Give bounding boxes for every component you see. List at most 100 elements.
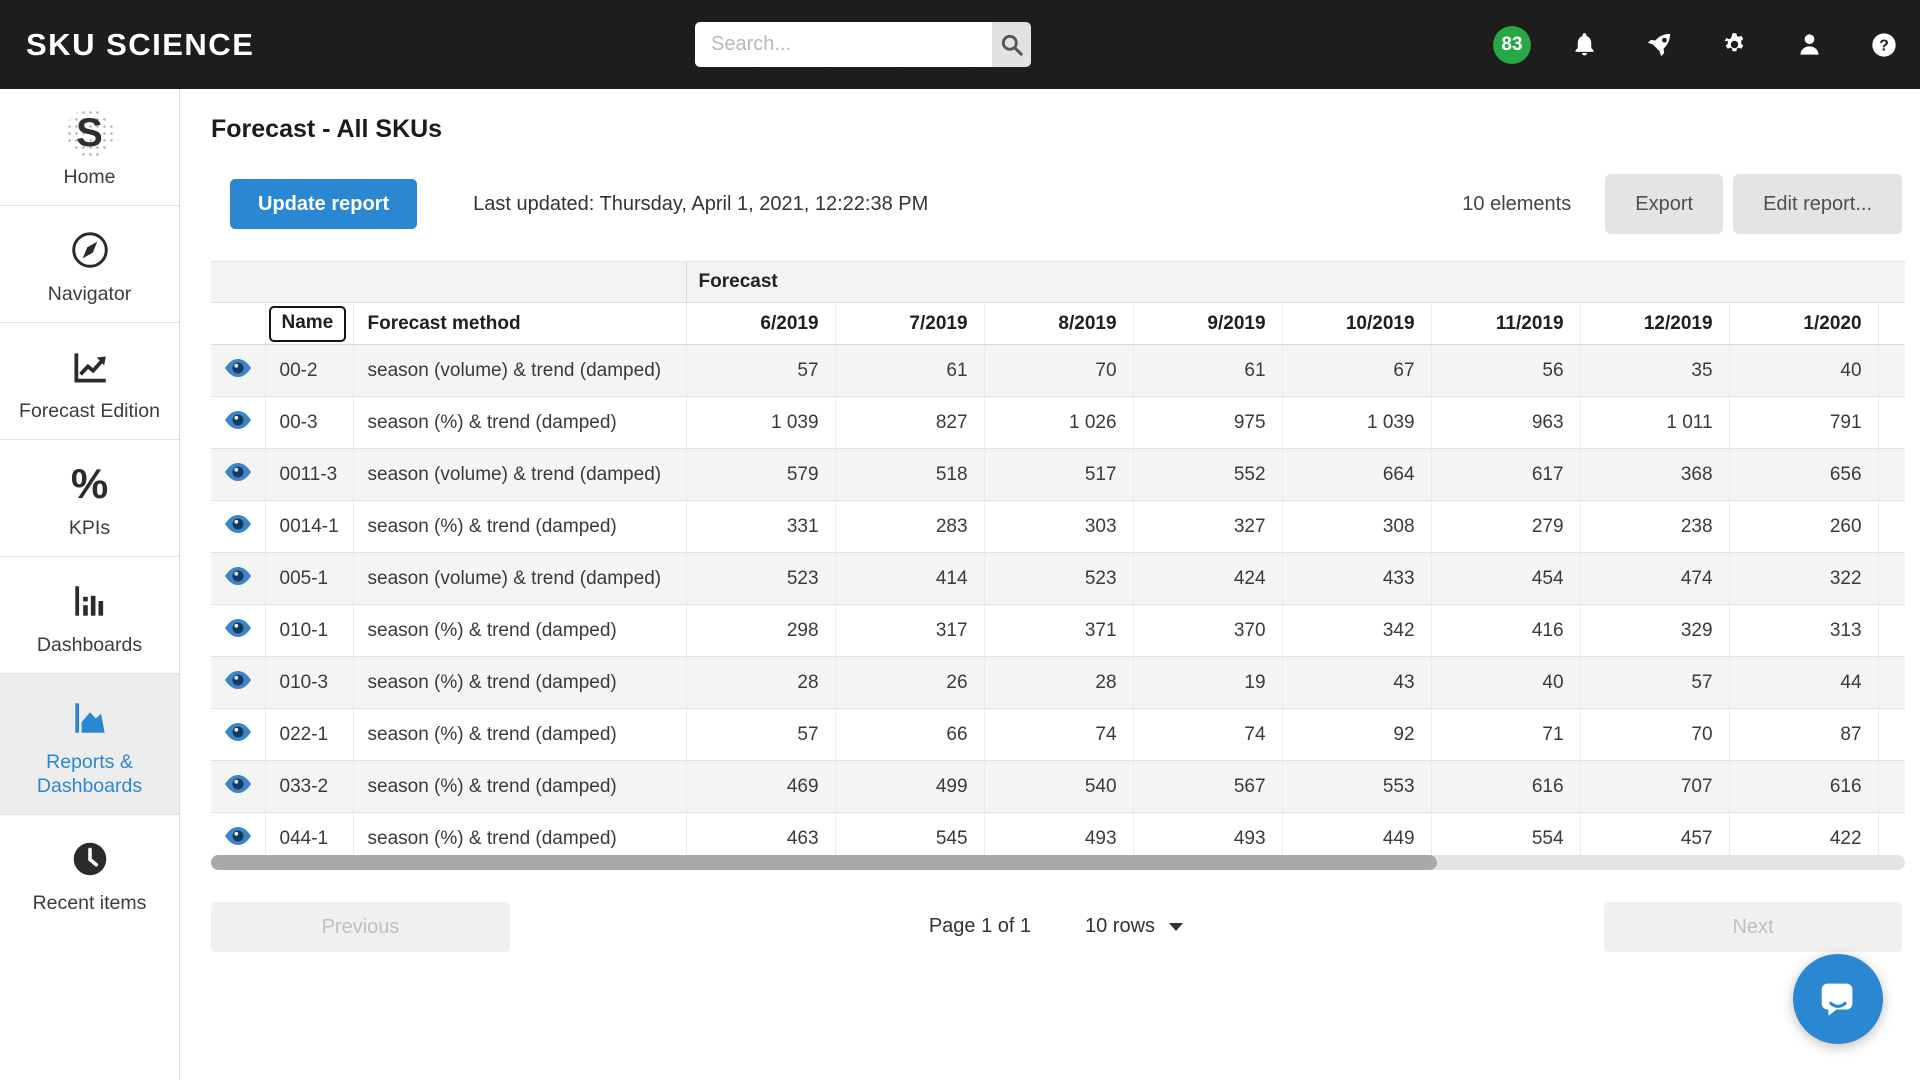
forecast-value-cell: 57	[686, 345, 835, 397]
main-content: Forecast - All SKUs Update report Last u…	[180, 89, 1920, 1080]
eye-icon	[225, 775, 251, 793]
sidebar-item-kpis[interactable]: % KPIs	[0, 440, 179, 557]
search-input[interactable]	[695, 22, 992, 67]
search-bar	[695, 22, 1031, 67]
pagination: Previous Page 1 of 1 10 rows Next	[180, 902, 1920, 954]
percent-icon: %	[71, 460, 108, 508]
edit-report-button[interactable]: Edit report...	[1733, 174, 1902, 234]
view-sku-button[interactable]	[211, 501, 265, 553]
forecast-value-cell: 61	[835, 345, 984, 397]
forecast-value-cell: 260	[1729, 501, 1878, 553]
export-button[interactable]: Export	[1605, 174, 1723, 234]
forecast-method-cell: season (%) & trend (damped)	[353, 397, 686, 449]
forecast-value-cell: 370	[1133, 605, 1282, 657]
sidebar-item-forecast-edition[interactable]: Forecast Edition	[0, 323, 179, 440]
sidebar-item-label: Forecast Edition	[4, 399, 175, 423]
partial-cell	[1878, 449, 1905, 501]
view-sku-button[interactable]	[211, 553, 265, 605]
navbar-icon-group: ?	[1569, 0, 1899, 89]
sidebar-item-home[interactable]: S Home	[0, 89, 179, 206]
view-sku-button[interactable]	[211, 761, 265, 813]
forecast-value-cell: 499	[835, 761, 984, 813]
page-info: Page 1 of 1	[900, 915, 1060, 938]
previous-page-button[interactable]: Previous	[211, 902, 510, 952]
forecast-value-cell: 474	[1580, 553, 1729, 605]
forecast-value-cell: 28	[984, 657, 1133, 709]
view-sku-button[interactable]	[211, 397, 265, 449]
partial-cell	[1878, 553, 1905, 605]
table-row: 010-1season (%) & trend (damped)29831737…	[211, 605, 1905, 657]
forecast-value-cell: 664	[1282, 449, 1431, 501]
sidebar-item-reports-dashboards[interactable]: Reports & Dashboards	[0, 674, 179, 815]
forecast-value-cell: 92	[1282, 709, 1431, 761]
user-icon	[1796, 31, 1823, 58]
forecast-value-cell: 71	[1431, 709, 1580, 761]
forecast-value-cell: 1 039	[686, 397, 835, 449]
view-sku-button[interactable]	[211, 605, 265, 657]
account-button[interactable]	[1794, 30, 1824, 60]
search-button[interactable]	[992, 22, 1031, 67]
name-column-header[interactable]: Name	[269, 306, 347, 342]
sku-name-cell: 010-3	[265, 657, 353, 709]
forecast-value-cell: 827	[835, 397, 984, 449]
brand-logo[interactable]: SKU SCIENCE	[26, 0, 254, 89]
partial-cell	[1878, 605, 1905, 657]
table-row: 0011-3season (volume) & trend (damped)57…	[211, 449, 1905, 501]
rows-per-page-select[interactable]: 10 rows	[1085, 915, 1183, 938]
month-column-header: 6/2019	[686, 303, 835, 345]
sidebar-item-label: Navigator	[4, 282, 175, 306]
sidebar-item-navigator[interactable]: Navigator	[0, 206, 179, 323]
notifications-button[interactable]	[1569, 30, 1599, 60]
forecast-value-cell: 313	[1729, 605, 1878, 657]
whats-new-button[interactable]	[1644, 30, 1674, 60]
forecast-value-cell: 540	[984, 761, 1133, 813]
forecast-value-cell: 567	[1133, 761, 1282, 813]
sidebar-item-dashboards[interactable]: Dashboards	[0, 557, 179, 674]
view-sku-button[interactable]	[211, 657, 265, 709]
forecast-value-cell: 66	[835, 709, 984, 761]
forecast-value-cell: 331	[686, 501, 835, 553]
help-button[interactable]: ?	[1869, 30, 1899, 60]
forecast-value-cell: 28	[686, 657, 835, 709]
top-navbar: SKU SCIENCE 83	[0, 0, 1920, 89]
forecast-value-cell: 57	[1580, 657, 1729, 709]
table-header-row: Name Forecast method 6/20197/20198/20199…	[211, 303, 1905, 345]
sidebar-item-label: Dashboards	[4, 633, 175, 657]
forecast-value-cell: 19	[1133, 657, 1282, 709]
forecast-value-cell: 707	[1580, 761, 1729, 813]
chat-launcher-button[interactable]	[1793, 954, 1883, 1044]
bell-icon	[1571, 31, 1598, 58]
forecast-value-cell: 433	[1282, 553, 1431, 605]
forecast-value-cell: 579	[686, 449, 835, 501]
horizontal-scrollbar	[211, 855, 1905, 870]
notification-count-badge[interactable]: 83	[1493, 26, 1531, 64]
eye-icon	[225, 359, 251, 377]
forecast-value-cell: 342	[1282, 605, 1431, 657]
forecast-value-cell: 67	[1282, 345, 1431, 397]
next-page-button[interactable]: Next	[1604, 902, 1902, 952]
method-column-header: Forecast method	[353, 303, 686, 345]
settings-button[interactable]	[1719, 30, 1749, 60]
update-report-button[interactable]: Update report	[230, 179, 417, 229]
sidebar-item-recent-items[interactable]: Recent items	[0, 815, 179, 931]
forecast-value-cell: 74	[1133, 709, 1282, 761]
sku-name-cell: 033-2	[265, 761, 353, 813]
svg-text:?: ?	[1879, 37, 1889, 54]
forecast-value-cell: 454	[1431, 553, 1580, 605]
sku-name-cell: 0014-1	[265, 501, 353, 553]
forecast-method-cell: season (volume) & trend (damped)	[353, 449, 686, 501]
forecast-method-cell: season (%) & trend (damped)	[353, 605, 686, 657]
partial-cell	[1878, 761, 1905, 813]
forecast-value-cell: 26	[835, 657, 984, 709]
view-sku-button[interactable]	[211, 449, 265, 501]
sku-name-cell: 005-1	[265, 553, 353, 605]
forecast-value-cell: 1 011	[1580, 397, 1729, 449]
forecast-value-cell: 416	[1431, 605, 1580, 657]
forecast-value-cell: 303	[984, 501, 1133, 553]
view-sku-button[interactable]	[211, 709, 265, 761]
scrollbar-thumb[interactable]	[211, 855, 1437, 870]
clock-icon	[69, 838, 111, 880]
forecast-value-cell: 414	[835, 553, 984, 605]
table-row: 022-1season (%) & trend (damped)57667474…	[211, 709, 1905, 761]
view-sku-button[interactable]	[211, 345, 265, 397]
